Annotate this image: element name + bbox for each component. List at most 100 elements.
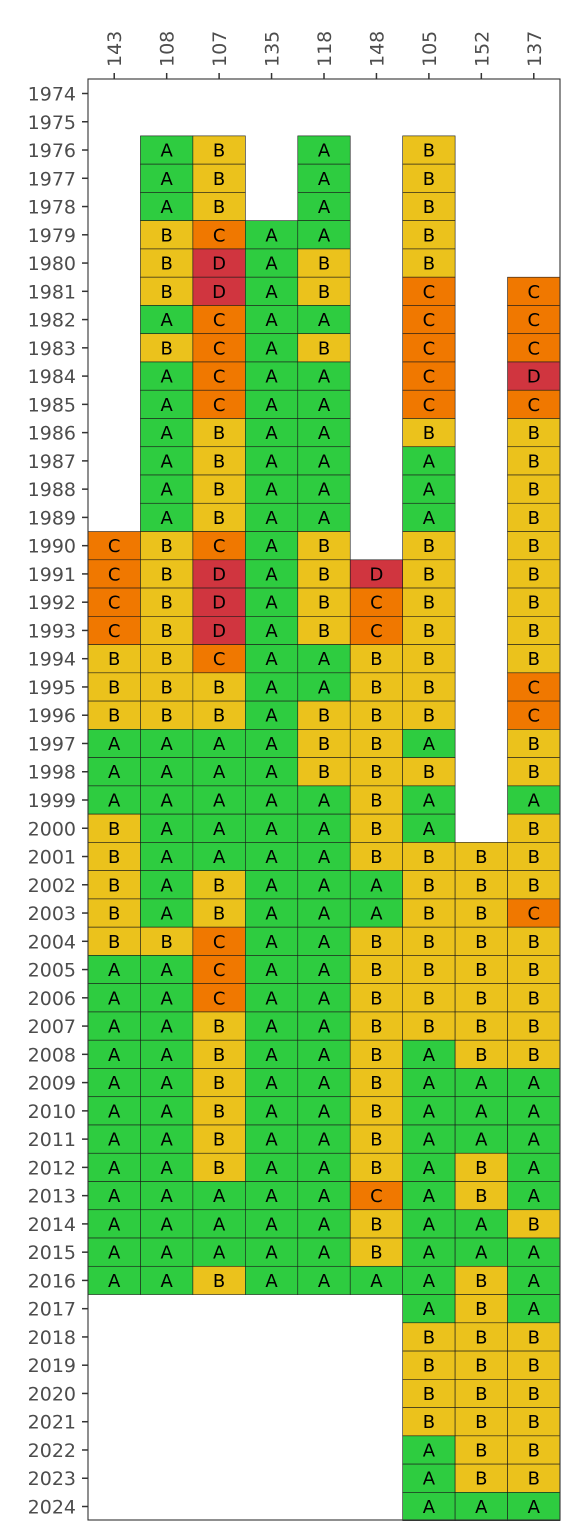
- cell-label: B: [423, 932, 435, 953]
- cell-label: B: [528, 536, 540, 557]
- heatmap-cell: [402, 474, 456, 504]
- heatmap-cell: [140, 1265, 194, 1295]
- cell-label: A: [161, 451, 174, 472]
- heatmap-cell: [349, 1124, 403, 1154]
- heatmap-cell: [507, 1492, 561, 1521]
- cell-label: A: [265, 480, 278, 501]
- heatmap-cell: [402, 276, 456, 306]
- heatmap-cell: [402, 163, 456, 193]
- cell-label: A: [318, 423, 331, 444]
- cell-label: B: [423, 1384, 435, 1405]
- cell-label: A: [475, 1214, 488, 1235]
- heatmap-cell: [245, 1237, 299, 1267]
- heatmap-cell: [507, 672, 561, 702]
- y-tick-label: 2014: [28, 1214, 76, 1236]
- y-tick-label: 2004: [28, 931, 76, 953]
- cell-label: D: [527, 367, 541, 388]
- cell-label: B: [160, 536, 172, 557]
- cell-label: A: [265, 536, 278, 557]
- cell-label: B: [423, 1327, 435, 1348]
- heatmap-cell: [140, 616, 194, 645]
- cell-label: C: [213, 310, 226, 331]
- cell-label: C: [370, 1186, 383, 1207]
- heatmap-cell: [140, 531, 194, 561]
- heatmap-cell: [297, 1096, 351, 1126]
- heatmap-cell: [297, 813, 351, 843]
- heatmap-cell: [507, 1039, 561, 1069]
- heatmap-cell: [192, 1209, 246, 1239]
- heatmap-cell: [245, 276, 299, 306]
- cell-label: B: [160, 338, 172, 359]
- heatmap-cell: [402, 1322, 456, 1352]
- cell-label: B: [160, 932, 172, 953]
- cell-label: B: [475, 875, 487, 896]
- heatmap-cell: [192, 135, 246, 165]
- y-tick-label: 1986: [28, 423, 76, 445]
- cell-label: A: [318, 197, 331, 218]
- cell-label: A: [108, 1073, 121, 1094]
- cell-label: A: [318, 1243, 331, 1264]
- cell-label: A: [423, 1045, 436, 1066]
- heatmap-cell: [192, 1265, 246, 1295]
- heatmap-cell: [192, 1068, 246, 1098]
- heatmap-cell: [140, 870, 194, 900]
- heatmap-cell: [507, 305, 561, 335]
- y-tick-label: 1980: [28, 253, 76, 275]
- cell-label: A: [423, 1158, 436, 1179]
- heatmap-cell: [192, 1011, 246, 1041]
- heatmap-cell: [454, 1435, 508, 1465]
- y-tick-label: 2019: [28, 1355, 76, 1377]
- cell-label: B: [213, 508, 225, 529]
- cell-label: A: [161, 734, 174, 755]
- cell-label: B: [475, 1356, 487, 1377]
- heatmap-cell: [349, 1181, 403, 1211]
- cell-label: A: [265, 338, 278, 359]
- heatmap-cell: [349, 1096, 403, 1126]
- heatmap-cell: [140, 389, 194, 419]
- heatmap-cell: [245, 1039, 299, 1069]
- cell-label: B: [528, 423, 540, 444]
- heatmap-cell: [297, 559, 351, 589]
- cell-label: B: [528, 932, 540, 953]
- cell-label: A: [423, 1440, 436, 1461]
- heatmap-cell: [349, 559, 403, 589]
- heatmap-cell: [454, 842, 508, 871]
- cell-label: A: [108, 791, 121, 812]
- cell-label: A: [423, 1101, 436, 1122]
- cell-label: B: [213, 197, 225, 218]
- cell-label: B: [370, 706, 382, 727]
- cell-label: A: [161, 423, 174, 444]
- cell-label: B: [423, 254, 435, 275]
- heatmap-cell: [297, 192, 351, 221]
- y-tick-label: 1974: [28, 84, 76, 106]
- cell-label: B: [108, 706, 120, 727]
- heatmap-cell: [297, 700, 351, 730]
- cell-label: A: [265, 1130, 278, 1151]
- cell-label: A: [108, 1214, 121, 1235]
- cell-label: A: [265, 932, 278, 953]
- cell-label: A: [161, 819, 174, 840]
- heatmap-cell: [245, 729, 299, 758]
- heatmap-cell: [297, 502, 351, 532]
- cell-label: A: [108, 988, 121, 1009]
- x-tick-label: 118: [314, 31, 336, 67]
- cell-label: A: [318, 988, 331, 1009]
- y-tick-label: 1990: [28, 536, 76, 558]
- cell-label: B: [528, 593, 540, 614]
- heatmap-cell: [402, 983, 456, 1013]
- cell-label: B: [213, 141, 225, 162]
- heatmap-cell: [192, 559, 246, 589]
- heatmap-cell: [349, 785, 403, 815]
- cell-label: A: [161, 960, 174, 981]
- y-tick-label: 1988: [28, 479, 76, 501]
- cell-label: A: [161, 1017, 174, 1038]
- cell-label: B: [213, 1130, 225, 1151]
- cell-label: B: [423, 197, 435, 218]
- heatmap-cell: [87, 1068, 141, 1098]
- heatmap-cell: [87, 1209, 141, 1239]
- heatmap-cell: [192, 305, 246, 335]
- cell-label: B: [475, 847, 487, 868]
- cell-label: A: [161, 1130, 174, 1151]
- heatmap-cell: [454, 983, 508, 1013]
- heatmap-cell: [402, 248, 456, 278]
